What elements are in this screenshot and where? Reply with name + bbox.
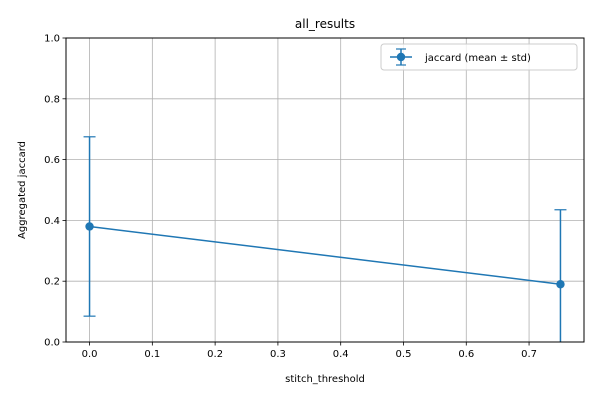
axis-ticks: 0.0 0.1 0.2 0.3 0.4 0.5 0.6 0.7 0.0 0.2 0.4 0.6 0.8 1… [44, 34, 537, 361]
legend-box [380, 43, 578, 71]
y-tick-label: 0.8 [44, 94, 60, 105]
y-axis-label: Aggregated jaccard [17, 141, 28, 239]
series-line [89, 225, 561, 285]
x-tick-label: 0.0 [82, 349, 98, 360]
x-tick-label: 0.1 [144, 349, 160, 360]
y-tick-label: 0.4 [44, 216, 60, 227]
legend-point [396, 52, 406, 62]
x-tick-label: 0.2 [207, 349, 223, 360]
y-tick-label: 0.0 [44, 338, 60, 349]
y-tick-label: 0.2 [44, 277, 60, 288]
x-tick-label: 0.6 [458, 349, 474, 360]
plot-frame [65, 37, 585, 343]
chart-title: all_results [295, 17, 355, 31]
x-tick-label: 0.7 [521, 349, 537, 360]
x-tick-label: 0.3 [270, 349, 286, 360]
legend: jaccard (mean ± std) [380, 43, 578, 71]
data-point [85, 222, 94, 231]
x-tick-label: 0.5 [396, 349, 412, 360]
y-tick-label: 1.0 [44, 34, 60, 45]
legend-series-label: jaccard (mean ± std) [424, 53, 531, 64]
data-point [556, 280, 565, 289]
y-tick-label: 0.6 [44, 155, 60, 166]
legend-series-marker [390, 48, 412, 66]
x-tick-label: 0.4 [333, 349, 349, 360]
x-axis-label: stitch_threshold [285, 374, 365, 385]
plot-data [83, 136, 567, 342]
